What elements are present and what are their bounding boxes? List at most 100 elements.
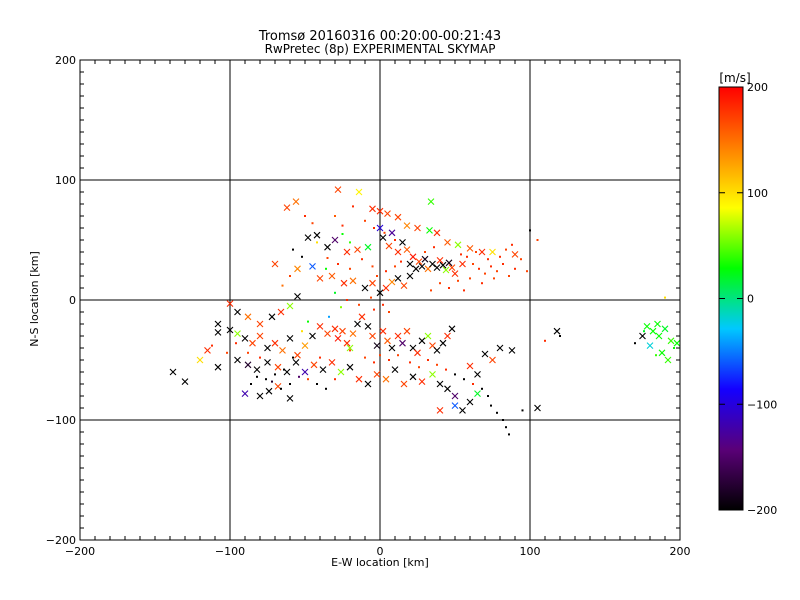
point-marker-x bbox=[459, 260, 466, 268]
point-marker-x bbox=[283, 204, 291, 211]
point-marker-x bbox=[279, 347, 286, 354]
point-marker-x bbox=[400, 380, 408, 388]
point-marker-dot bbox=[349, 267, 351, 270]
point-marker-x bbox=[454, 241, 462, 249]
point-marker-dot bbox=[505, 248, 507, 251]
point-marker-dot bbox=[307, 320, 309, 323]
point-marker-x bbox=[394, 213, 402, 221]
point-marker-x bbox=[474, 371, 481, 378]
point-marker-x bbox=[439, 261, 447, 269]
point-marker-x bbox=[379, 327, 387, 335]
point-marker-x bbox=[384, 337, 391, 345]
point-marker-x bbox=[433, 347, 441, 354]
y-tick-label: −200 bbox=[46, 534, 76, 547]
point-marker-dot bbox=[394, 239, 396, 241]
point-marker-x bbox=[253, 366, 261, 373]
point-marker-dot bbox=[388, 359, 390, 361]
point-marker-dot bbox=[400, 260, 402, 263]
point-marker-x bbox=[256, 320, 264, 328]
point-marker-dot bbox=[508, 275, 510, 277]
x-tick-label: −100 bbox=[215, 545, 245, 558]
point-marker-dot bbox=[493, 277, 495, 280]
point-marker-dot bbox=[319, 356, 321, 359]
point-marker-dot bbox=[304, 215, 306, 217]
point-marker-x bbox=[346, 344, 354, 352]
point-marker-dot bbox=[280, 387, 282, 390]
y-tick-label: 0 bbox=[69, 294, 76, 307]
point-marker-x bbox=[553, 327, 561, 335]
point-marker-dot bbox=[352, 205, 354, 208]
point-marker-x bbox=[274, 363, 282, 371]
point-marker-x bbox=[264, 359, 271, 366]
point-marker-x bbox=[534, 404, 541, 412]
point-marker-x bbox=[451, 270, 459, 277]
point-marker-dot bbox=[274, 373, 276, 376]
point-marker-x bbox=[373, 342, 381, 349]
point-marker-dot bbox=[328, 315, 330, 318]
point-marker-dot bbox=[364, 219, 366, 222]
point-marker-x bbox=[169, 368, 177, 376]
point-marker-x bbox=[433, 264, 441, 271]
point-marker-x bbox=[439, 339, 447, 347]
point-marker-dot bbox=[481, 387, 483, 390]
point-marker-x bbox=[414, 224, 421, 232]
point-marker-dot bbox=[511, 243, 513, 246]
point-marker-x bbox=[364, 323, 372, 330]
point-marker-x bbox=[382, 284, 390, 292]
point-marker-dot bbox=[341, 233, 344, 235]
point-marker-dot bbox=[508, 433, 510, 436]
point-marker-x bbox=[331, 325, 339, 333]
point-marker-x bbox=[385, 242, 393, 250]
point-marker-x bbox=[292, 359, 300, 366]
point-marker-dot bbox=[364, 356, 366, 359]
point-marker-dot bbox=[466, 255, 468, 258]
y-tick-label: 100 bbox=[55, 174, 76, 187]
point-marker-x bbox=[655, 332, 663, 340]
point-marker-dot bbox=[463, 378, 465, 381]
point-marker-x bbox=[337, 368, 345, 376]
point-marker-dot bbox=[283, 368, 285, 371]
point-marker-dot bbox=[271, 380, 273, 383]
point-marker-x bbox=[304, 234, 312, 241]
point-marker-dot bbox=[292, 356, 294, 359]
point-marker-x bbox=[508, 347, 516, 354]
point-marker-dot bbox=[436, 363, 438, 366]
point-marker-dot bbox=[469, 277, 471, 280]
chart-subtitle: RwPretec (8p) EXPERIMENTAL SKYMAP bbox=[265, 42, 496, 56]
point-marker-dot bbox=[394, 265, 396, 268]
x-tick-label: 200 bbox=[670, 545, 691, 558]
point-marker-dot bbox=[281, 284, 284, 287]
point-marker-x bbox=[489, 248, 496, 256]
point-marker-x bbox=[310, 361, 318, 369]
point-marker-dot bbox=[514, 267, 516, 270]
point-marker-x bbox=[331, 236, 339, 244]
point-marker-dot bbox=[445, 368, 447, 371]
point-marker-dot bbox=[439, 282, 441, 285]
point-marker-x bbox=[376, 289, 384, 297]
point-marker-dot bbox=[235, 342, 237, 345]
point-marker-x bbox=[400, 282, 408, 289]
point-marker-x bbox=[294, 293, 301, 300]
point-marker-dot bbox=[544, 339, 546, 342]
point-marker-x bbox=[244, 313, 252, 321]
point-marker-x bbox=[256, 392, 264, 400]
x-axis: −200 −100 0 100 200 bbox=[65, 60, 691, 558]
point-marker-x bbox=[349, 330, 357, 337]
point-marker-x bbox=[664, 356, 672, 364]
point-marker-dot bbox=[346, 299, 348, 301]
point-marker-dot bbox=[673, 347, 675, 349]
point-marker-x bbox=[271, 339, 279, 347]
point-marker-dot bbox=[433, 246, 435, 249]
point-marker-dot bbox=[337, 263, 339, 265]
point-marker-dot bbox=[379, 354, 381, 357]
point-marker-x bbox=[181, 378, 189, 385]
point-marker-x bbox=[391, 366, 399, 373]
point-marker-dot bbox=[373, 361, 375, 364]
point-marker-dot bbox=[478, 267, 480, 270]
point-marker-dot bbox=[349, 349, 351, 352]
point-marker-x bbox=[354, 320, 361, 328]
point-marker-x bbox=[309, 263, 316, 270]
point-marker-dot bbox=[502, 263, 504, 265]
point-marker-dot bbox=[496, 411, 498, 414]
